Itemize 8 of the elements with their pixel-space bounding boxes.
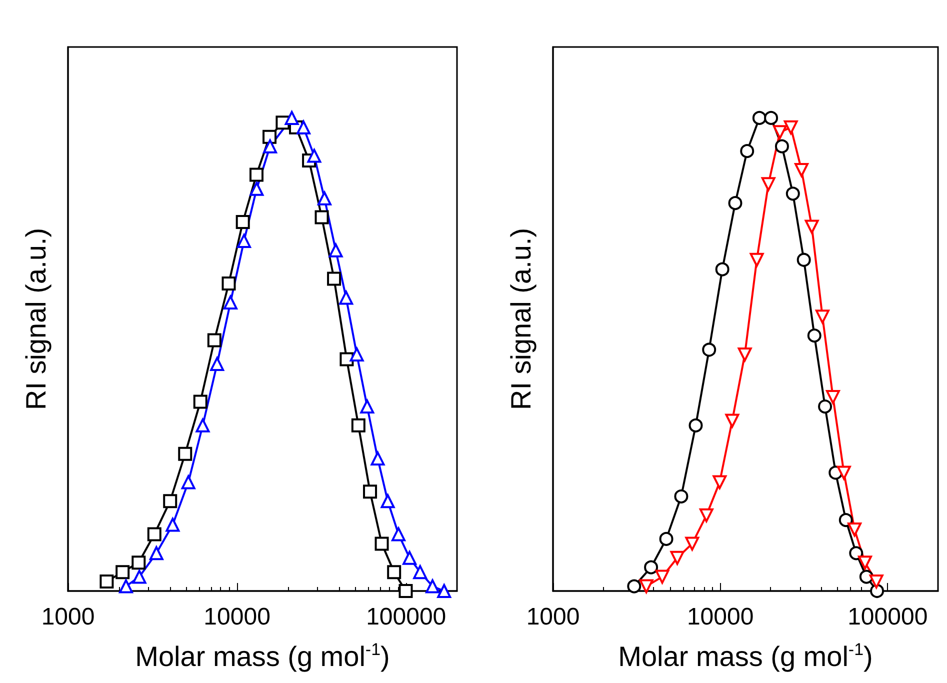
- x-tick-label: 1000: [526, 604, 580, 630]
- y-axis-title: RI signal (a.u.): [506, 228, 536, 410]
- y-axis-title: RI signal (a.u.): [20, 228, 52, 410]
- x-tick-label: 100000: [366, 604, 446, 630]
- x-tick-label: 1000: [41, 604, 95, 630]
- x-tick-label: 10000: [686, 604, 754, 630]
- x-tick-label: 10000: [204, 604, 270, 630]
- x-tick-label: 100000: [848, 604, 928, 630]
